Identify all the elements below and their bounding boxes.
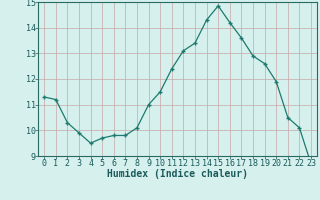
X-axis label: Humidex (Indice chaleur): Humidex (Indice chaleur) bbox=[107, 169, 248, 179]
